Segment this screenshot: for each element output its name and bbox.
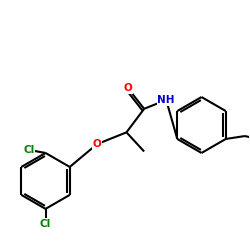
Text: NH: NH xyxy=(158,95,175,105)
Text: Cl: Cl xyxy=(40,218,51,228)
Text: O: O xyxy=(124,83,132,93)
Text: O: O xyxy=(93,139,102,149)
Text: Cl: Cl xyxy=(24,145,35,155)
